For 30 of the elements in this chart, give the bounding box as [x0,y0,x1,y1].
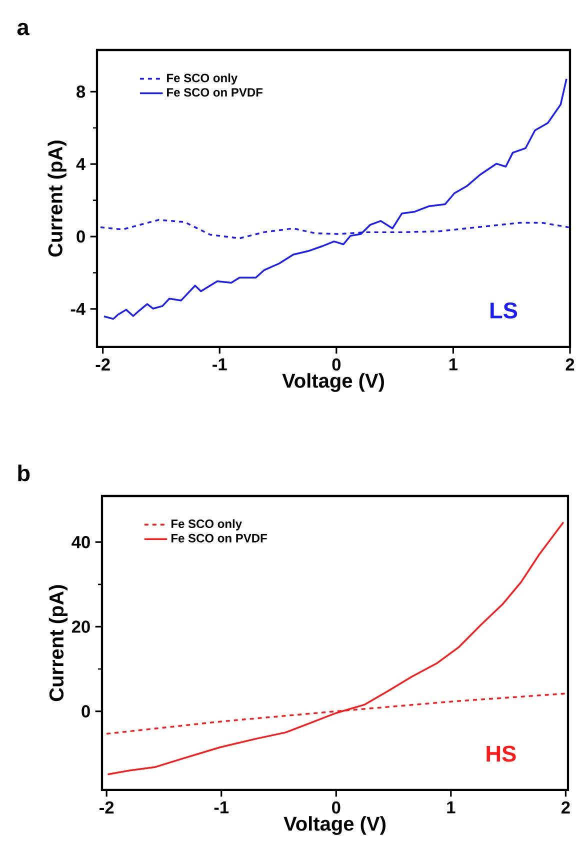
y-tick-label: 4 [76,158,86,170]
annotation: HS [486,746,516,762]
x-tick-label: 1 [447,801,456,814]
x-tick-label: 2 [566,358,574,370]
y-tick-label: 20 [72,620,90,633]
y-tick-label: 0 [76,230,85,243]
x-tick-label: 0 [332,358,341,371]
y-axis-title: Current (pA) [48,140,66,257]
legend-label: Fe SCO only [172,519,242,530]
line-series [106,521,564,776]
y-axis-title: Current (pA) [48,585,68,702]
x-axis-title: Voltage (V) [284,816,386,835]
legend-label: Fe SCO only [167,73,238,85]
annotation: LS [490,302,518,319]
x-tick-label: -1 [214,801,229,814]
chart-title: b [18,464,30,482]
x-tick-label: 1 [449,358,458,370]
x-tick-label: 0 [332,801,340,814]
y-tick-label: -4 [70,303,86,315]
x-tick-label: 2 [561,801,570,814]
x-axis-title: Voltage (V) [282,373,384,392]
y-tick-label: 0 [82,705,90,718]
x-tick-label: -1 [212,358,227,370]
legend-label: Fe SCO on PVDF [172,534,267,542]
legend-label: Fe SCO on PVDF [167,88,263,97]
y-tick-label: 40 [72,536,90,548]
x-tick-label: -2 [96,358,110,370]
chart-title: a [17,22,30,36]
x-tick-label: -2 [100,801,114,814]
y-tick-label: 8 [76,86,86,98]
